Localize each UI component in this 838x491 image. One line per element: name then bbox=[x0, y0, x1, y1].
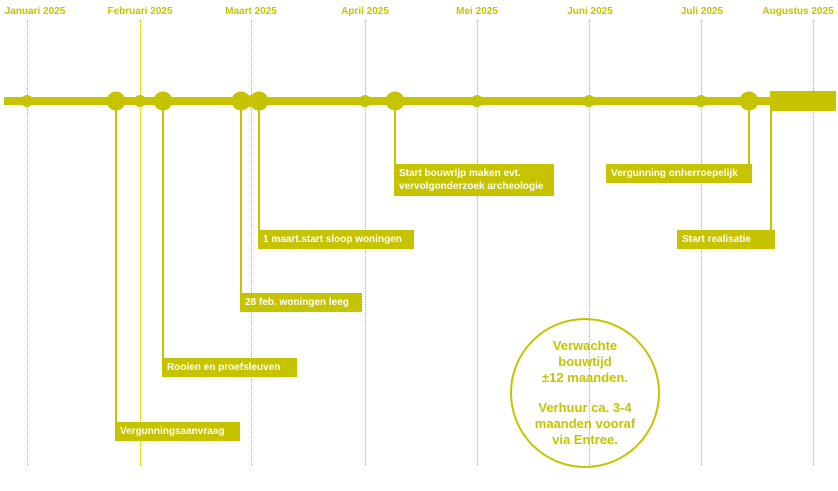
milestone-stem bbox=[162, 101, 164, 376]
month-gridline bbox=[140, 20, 141, 465]
month-gridline bbox=[477, 20, 478, 465]
month-label-februari: Februari 2025 bbox=[107, 6, 173, 17]
milestone-stem bbox=[748, 101, 750, 181]
month-label-januari: Januari 2025 bbox=[4, 6, 66, 17]
month-label-maart: Maart 2025 bbox=[225, 6, 277, 17]
month-marker bbox=[471, 95, 483, 107]
milestone-label-sloop: 1 maart.start sloop woningen bbox=[258, 230, 414, 249]
month-label-juni: Juni 2025 bbox=[567, 6, 613, 17]
realisation-bar bbox=[770, 91, 836, 111]
month-marker bbox=[21, 95, 33, 107]
milestone-label-bouwrijp: Start bouwrijp maken evt. vervolgonderzo… bbox=[394, 164, 554, 196]
milestone-label-rooien: Rooien en proefsleuven bbox=[162, 358, 297, 377]
construction-time-text: Verwachte bouwtijd ±12 maanden. bbox=[542, 338, 628, 385]
month-label-april: April 2025 bbox=[341, 6, 389, 17]
month-gridline bbox=[589, 20, 590, 465]
milestone-label-vergunningsaanvraag: Vergunningsaanvraag bbox=[115, 422, 240, 441]
month-label-mei: Mei 2025 bbox=[456, 6, 498, 17]
milestone-stem bbox=[394, 101, 396, 176]
construction-note-circle: Verwachte bouwtijd ±12 maanden. Verhuur … bbox=[510, 318, 660, 468]
milestone-label-woningen-leeg: 28 feb. woningen leeg bbox=[240, 293, 362, 312]
rental-text: Verhuur ca. 3-4 maanden vooraf via Entre… bbox=[534, 400, 636, 447]
month-marker bbox=[583, 95, 595, 107]
month-gridline bbox=[27, 20, 28, 465]
milestone-stem bbox=[258, 101, 260, 248]
timeline-axis bbox=[4, 97, 836, 105]
milestone-stem bbox=[240, 101, 242, 312]
month-marker bbox=[359, 95, 371, 107]
milestone-stem bbox=[115, 101, 117, 432]
month-marker bbox=[134, 95, 146, 107]
month-gridline bbox=[251, 20, 252, 465]
month-gridline bbox=[813, 20, 814, 465]
month-marker bbox=[695, 95, 707, 107]
milestone-label-realisatie: Start realisatie bbox=[677, 230, 775, 249]
month-label-augustus: Augustus 2025 bbox=[762, 6, 834, 17]
milestone-label-onherroepelijk: Vergunning onherroepelijk bbox=[606, 164, 752, 183]
milestone-stem bbox=[770, 101, 772, 248]
month-label-juli: Juli 2025 bbox=[680, 6, 724, 17]
